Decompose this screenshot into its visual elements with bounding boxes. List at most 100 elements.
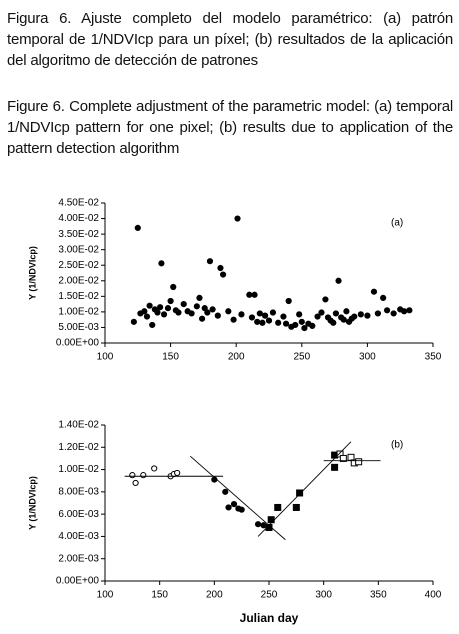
point [246, 291, 253, 298]
point [149, 321, 156, 329]
point [309, 322, 316, 329]
point [248, 314, 256, 321]
point [198, 315, 206, 322]
y-tick-label: 2.00E-02 [58, 275, 99, 286]
point [170, 283, 177, 291]
y-tick-label: 6.00E-03 [58, 509, 99, 520]
x-tick-label: 150 [162, 352, 179, 363]
point [143, 313, 151, 320]
y-tick-label: 4.00E-02 [58, 213, 99, 224]
point [259, 319, 266, 326]
point [209, 306, 216, 313]
point [160, 311, 168, 318]
point [157, 304, 164, 311]
point [322, 296, 329, 303]
point [269, 309, 277, 316]
y-axis-label: Y (1/NDVIcp) [27, 246, 37, 300]
y-axis-label: Y (1/NDVIcp) [27, 476, 37, 530]
point [292, 503, 300, 511]
point [188, 310, 195, 317]
point [261, 312, 269, 319]
point [132, 479, 139, 487]
point [296, 489, 304, 497]
x-tick-label: 300 [315, 590, 332, 601]
point [219, 271, 227, 278]
x-tick-label: 300 [359, 352, 376, 363]
point [332, 310, 340, 317]
x-tick-label: 350 [370, 590, 387, 601]
point [256, 310, 263, 317]
point [141, 308, 148, 315]
x-tick-label: 200 [228, 352, 245, 363]
point [204, 309, 211, 316]
point [158, 260, 165, 267]
point [217, 264, 224, 272]
y-tick-label: 1.00E-02 [58, 307, 99, 318]
x-tick-label: 250 [261, 590, 278, 601]
point [390, 310, 397, 317]
point [238, 506, 245, 513]
point [196, 294, 203, 301]
point [275, 319, 282, 326]
y-tick-label: 0.00E+00 [56, 576, 100, 587]
point [140, 472, 147, 479]
point [129, 472, 136, 479]
point [274, 503, 282, 511]
annotation: (a) [391, 218, 403, 229]
point [154, 309, 161, 316]
point [374, 310, 381, 317]
point [330, 319, 337, 326]
point [175, 309, 182, 316]
point [251, 291, 258, 298]
x-tick-label: 100 [97, 352, 114, 363]
point [254, 318, 261, 325]
x-tick-label: 400 [425, 590, 442, 601]
y-tick-label: 2.00E-03 [58, 553, 99, 564]
y-tick-label: 1.00E-02 [58, 464, 99, 475]
x-tick-label: 250 [293, 352, 310, 363]
point [301, 324, 308, 332]
x-tick-label: 100 [97, 590, 114, 601]
point [230, 501, 238, 508]
point [339, 454, 347, 462]
point [265, 317, 273, 324]
y-tick-label: 1.50E-02 [58, 291, 99, 302]
point [222, 488, 229, 495]
point [285, 297, 292, 305]
point [134, 224, 141, 231]
y-tick-label: 4.00E-03 [58, 531, 99, 542]
point [318, 309, 325, 316]
point [406, 307, 413, 314]
annotation: (b) [391, 440, 403, 451]
point [267, 516, 275, 524]
point [130, 318, 137, 325]
fit-line [189, 455, 286, 541]
point [230, 316, 237, 323]
point [401, 308, 408, 315]
point [331, 463, 339, 471]
point [335, 277, 342, 284]
point [201, 305, 208, 312]
point [340, 316, 347, 323]
point [343, 308, 350, 315]
point [164, 305, 172, 312]
point [351, 313, 358, 320]
point [292, 321, 299, 329]
point [193, 303, 200, 310]
point [383, 307, 391, 314]
point [364, 312, 371, 319]
point [357, 311, 364, 318]
point [146, 302, 153, 309]
y-tick-label: 3.50E-02 [58, 229, 99, 240]
point [167, 297, 174, 305]
caption-spanish: Figura 6. Ajuste completo del modelo par… [7, 10, 453, 69]
fit-line [257, 441, 352, 537]
y-tick-label: 5.00E-03 [58, 322, 99, 333]
y-tick-label: 1.20E-02 [58, 442, 99, 453]
point [296, 311, 303, 318]
point [234, 215, 241, 222]
point [280, 313, 287, 320]
y-tick-label: 4.50E-02 [58, 198, 99, 209]
